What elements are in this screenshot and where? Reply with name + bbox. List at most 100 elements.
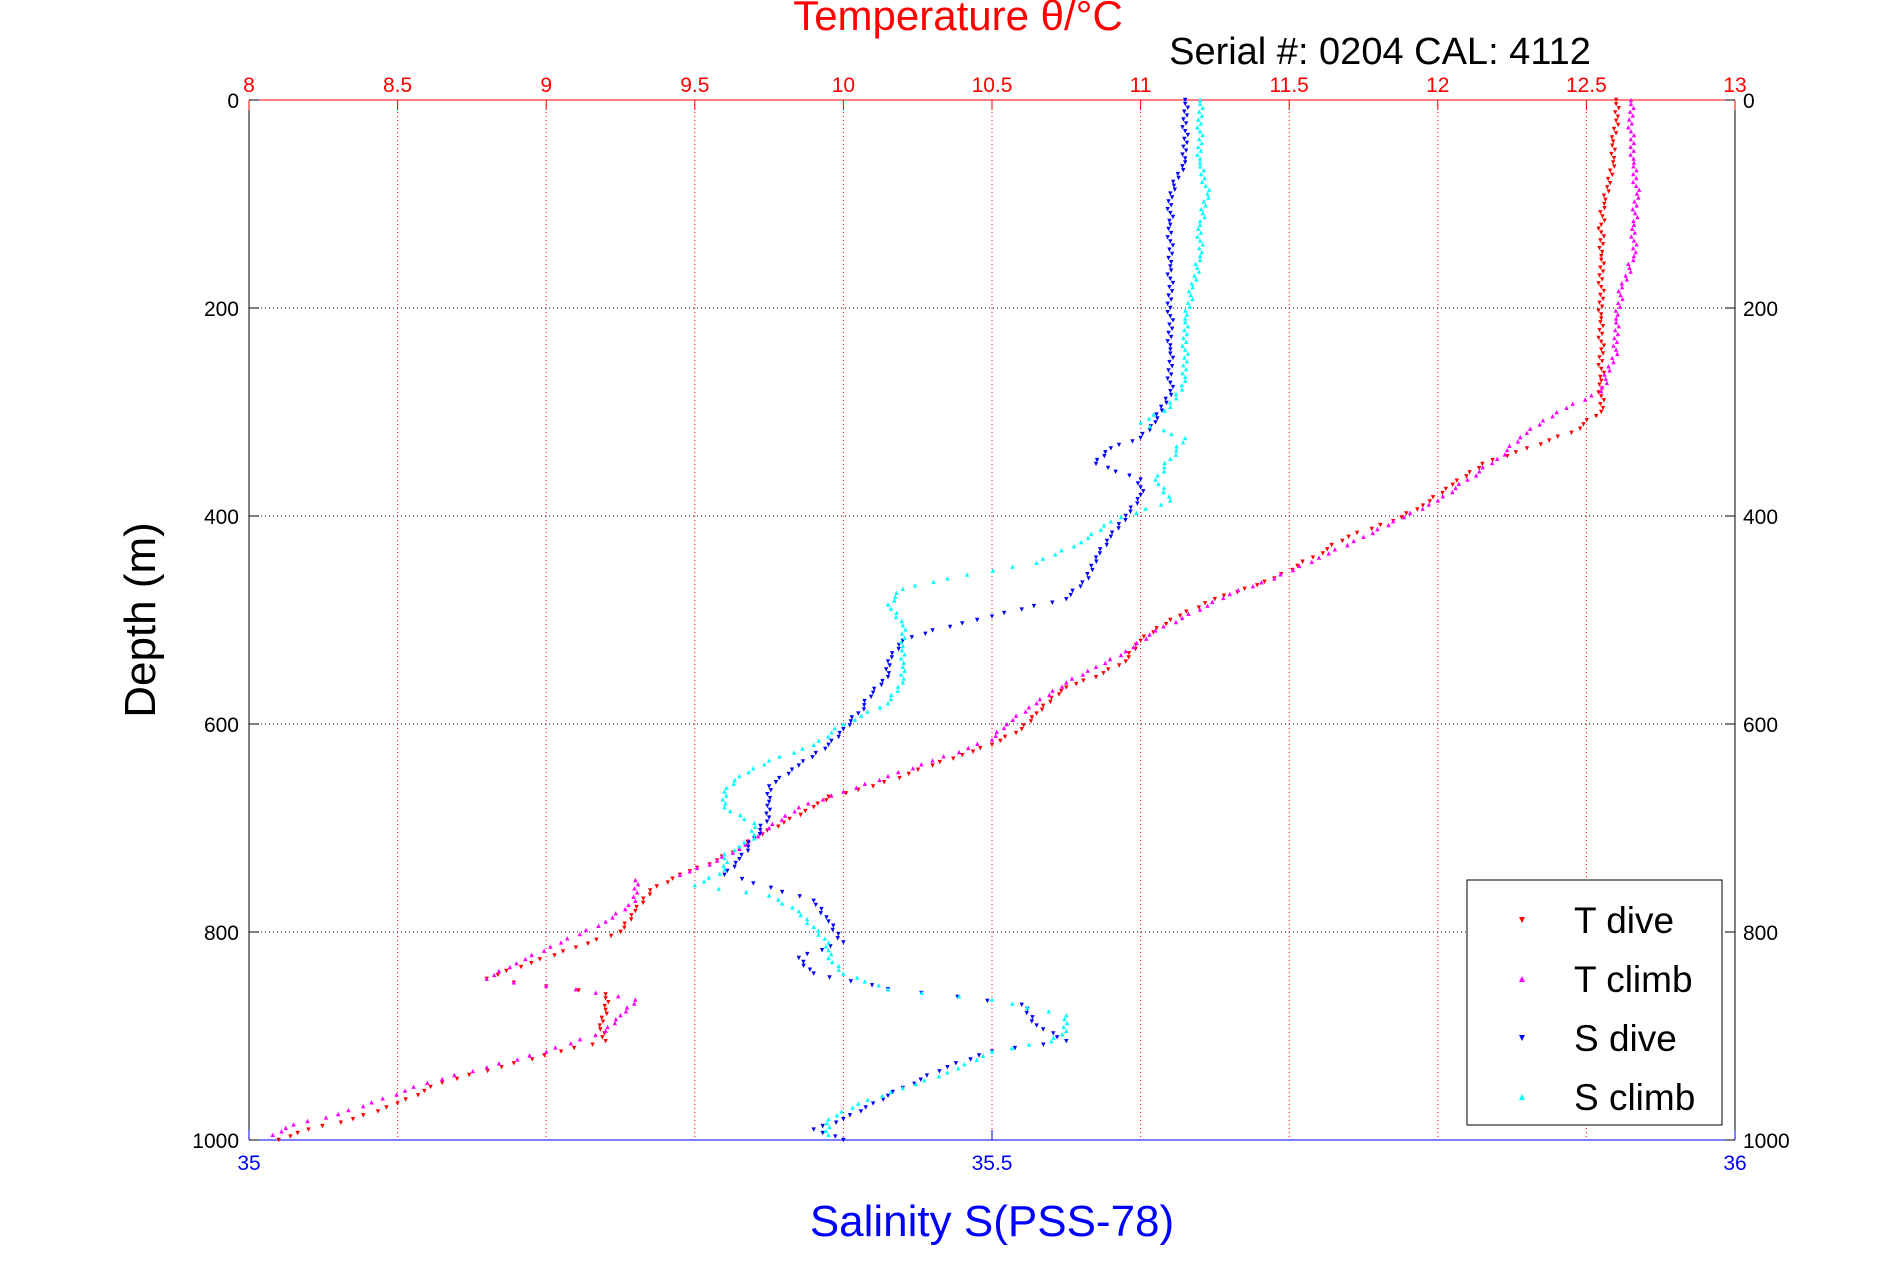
data-point (945, 1070, 950, 1075)
data-point (1064, 1028, 1069, 1033)
data-point (752, 832, 757, 837)
data-point (732, 777, 737, 783)
data-point (1165, 272, 1170, 277)
data-point (1154, 412, 1159, 417)
data-point (1420, 506, 1425, 511)
data-point (836, 963, 841, 968)
data-point (1613, 118, 1619, 123)
data-point (1391, 519, 1396, 524)
data-point (1170, 318, 1176, 323)
data-point (998, 738, 1003, 744)
data-point (813, 750, 818, 756)
data-point (945, 576, 950, 581)
data-point (746, 769, 751, 775)
data-point (836, 967, 841, 972)
data-point (1632, 199, 1637, 204)
top-axis-tick-label: 11.5 (1270, 74, 1309, 97)
data-point (765, 792, 770, 797)
data-point (1221, 595, 1226, 601)
data-point (1182, 156, 1188, 161)
data-point (1194, 277, 1199, 282)
y-axis-tick-label-left: 0 (227, 90, 239, 113)
data-point (1086, 576, 1091, 581)
data-point (647, 892, 653, 897)
data-point (1061, 1024, 1066, 1030)
data-point (779, 889, 785, 895)
data-point (1182, 378, 1188, 383)
data-point (1600, 214, 1605, 219)
data-point (1064, 685, 1069, 690)
top-axis-tick-label: 9.5 (680, 74, 709, 97)
data-point (826, 1132, 831, 1137)
data-point (1182, 316, 1188, 321)
data-point (541, 948, 547, 953)
data-point (757, 827, 763, 833)
data-point (1476, 465, 1482, 471)
data-point (722, 789, 727, 794)
data-point (1197, 156, 1203, 161)
data-point (1009, 1045, 1015, 1051)
data-point (1454, 478, 1460, 483)
data-point (807, 967, 813, 972)
data-point (896, 769, 901, 775)
data-point (616, 993, 621, 999)
data-point (706, 875, 711, 880)
data-point (1378, 522, 1383, 528)
data-point (665, 880, 670, 885)
data-point (1630, 113, 1635, 118)
top-axis-tick-label: 8.5 (383, 74, 412, 97)
data-point (1180, 370, 1185, 376)
data-point (1170, 280, 1176, 286)
data-point (1626, 125, 1631, 130)
data-point (1197, 222, 1203, 227)
data-point (722, 855, 727, 861)
data-point (496, 1061, 502, 1066)
data-point (514, 961, 519, 966)
data-point (1010, 1001, 1015, 1006)
data-point (507, 964, 513, 970)
data-point (1631, 222, 1637, 227)
data-point (1068, 592, 1073, 598)
data-point (1130, 439, 1135, 444)
data-point (1196, 109, 1202, 114)
data-point (1601, 343, 1607, 348)
data-point (291, 1122, 296, 1127)
legend-label: S dive (1574, 1018, 1677, 1059)
data-point (834, 1113, 840, 1118)
data-point (598, 1027, 603, 1032)
data-point (766, 825, 772, 831)
data-point (618, 1013, 623, 1018)
data-point (1630, 207, 1635, 212)
data-point (749, 828, 754, 833)
data-point (1169, 364, 1175, 369)
data-point (1138, 485, 1143, 490)
data-point (847, 1113, 853, 1118)
data-point (820, 797, 826, 802)
data-point (1197, 238, 1203, 243)
data-point (1613, 97, 1619, 103)
data-point (1168, 404, 1173, 409)
data-point (947, 624, 953, 630)
data-point (1192, 273, 1197, 278)
data-point (1601, 261, 1607, 266)
data-point (898, 672, 904, 677)
data-point (1138, 420, 1143, 425)
data-point (1186, 288, 1192, 294)
data-point (1141, 489, 1146, 494)
data-point (1184, 140, 1190, 146)
data-point (1619, 285, 1625, 290)
data-point (830, 959, 835, 965)
data-point (305, 1118, 310, 1124)
data-point (1329, 542, 1334, 548)
data-point (603, 992, 608, 997)
data-point (1524, 446, 1530, 451)
data-point (903, 627, 908, 632)
data-point (1325, 547, 1330, 552)
data-point (1117, 663, 1122, 668)
data-point (1626, 261, 1631, 266)
data-point (1614, 339, 1620, 344)
data-point (558, 940, 564, 945)
data-point (918, 1077, 923, 1082)
data-point (829, 730, 834, 735)
